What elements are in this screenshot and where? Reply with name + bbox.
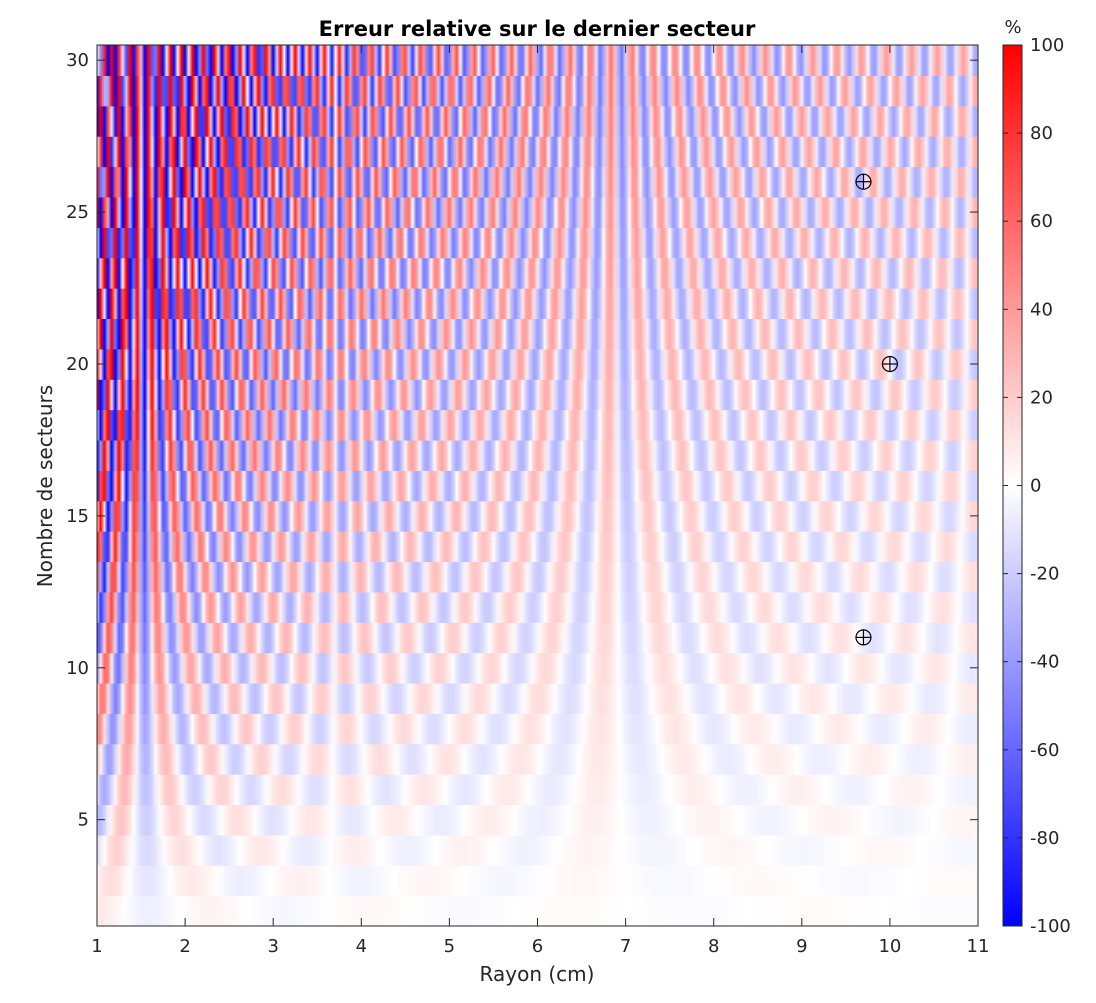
x-tick-label: 5 (444, 936, 455, 957)
x-axis-label: Rayon (cm) (480, 962, 595, 986)
colorbar-tick-label: -20 (1030, 564, 1059, 585)
heatmap-row (97, 227, 978, 259)
heatmap-row (97, 439, 978, 471)
heatmap-row (97, 561, 978, 593)
marker-circle-plus (855, 629, 872, 646)
heatmap-row (97, 774, 978, 806)
heatmap-row (97, 865, 978, 897)
heatmap-row (97, 136, 978, 168)
heatmap-row (97, 257, 978, 289)
marker-circle-plus (881, 355, 899, 373)
y-tick-label: 5 (78, 810, 89, 831)
x-tick-label: 6 (532, 936, 543, 957)
y-axis: 5 10 15 20 25 30 (66, 50, 978, 831)
colorbar-tick-label: 20 (1030, 387, 1053, 408)
heatmap-row (97, 500, 978, 532)
heatmap-row (97, 166, 978, 198)
x-tick-label: 8 (708, 936, 719, 957)
heatmap-row (97, 804, 978, 836)
marker-circle-plus (855, 173, 872, 190)
colorbar-tick-label: 100 (1030, 35, 1064, 56)
colorbar-tick-label: 0 (1030, 476, 1041, 497)
colorbar-tick-label: -100 (1030, 916, 1071, 937)
heatmap-row (97, 318, 978, 350)
y-tick-label: 10 (66, 658, 89, 679)
heatmap-row (97, 288, 978, 320)
colorbar-tick-label: 40 (1030, 299, 1053, 320)
heatmap-cells (97, 45, 978, 926)
markers (855, 173, 899, 646)
colorbar-tick-label: -80 (1030, 828, 1059, 849)
heatmap-row (97, 105, 978, 137)
chart-title: Erreur relative sur le dernier secteur (319, 17, 756, 41)
colorbar-tick-label: -60 (1030, 740, 1059, 761)
colorbar-tick-label: 60 (1030, 211, 1053, 232)
heatmap-row (97, 591, 978, 623)
heatmap-row (97, 713, 978, 745)
heatmap-row (97, 834, 978, 866)
colorbar-tick-label: 80 (1030, 123, 1053, 144)
heatmap-row (97, 379, 978, 411)
heatmap-row (97, 409, 978, 441)
heatmap-row (97, 196, 978, 228)
x-tick-label: 1 (91, 936, 102, 957)
y-tick-label: 30 (66, 50, 89, 71)
heatmap-row (97, 470, 978, 502)
colorbar-ticks: 100 80 60 40 20 0 -20 -40 -60 -80 -100 (1003, 35, 1071, 937)
x-tick-label: 11 (967, 936, 990, 957)
x-tick-label: 9 (796, 936, 807, 957)
x-tick-label: 7 (620, 936, 631, 957)
heatmap-row (97, 743, 978, 775)
heatmap-row (97, 652, 978, 684)
heatmap-row (97, 622, 978, 654)
x-tick-label: 4 (356, 936, 367, 957)
heatmap-row (97, 348, 978, 380)
y-tick-label: 20 (66, 354, 89, 375)
x-tick-label: 2 (179, 936, 190, 957)
heatmap-row (97, 682, 978, 714)
heatmap-row (97, 531, 978, 563)
heatmap-row (97, 75, 978, 107)
y-tick-label: 15 (66, 506, 89, 527)
y-axis-label: Nombre de secteurs (33, 385, 57, 587)
colorbar-unit: % (1004, 17, 1021, 38)
colorbar-tick-label: -40 (1030, 652, 1059, 673)
y-tick-label: 25 (66, 202, 89, 223)
x-axis: 1 2 3 4 5 6 7 8 9 10 11 (91, 45, 989, 957)
x-tick-label: 3 (267, 936, 278, 957)
x-tick-label: 10 (878, 936, 901, 957)
